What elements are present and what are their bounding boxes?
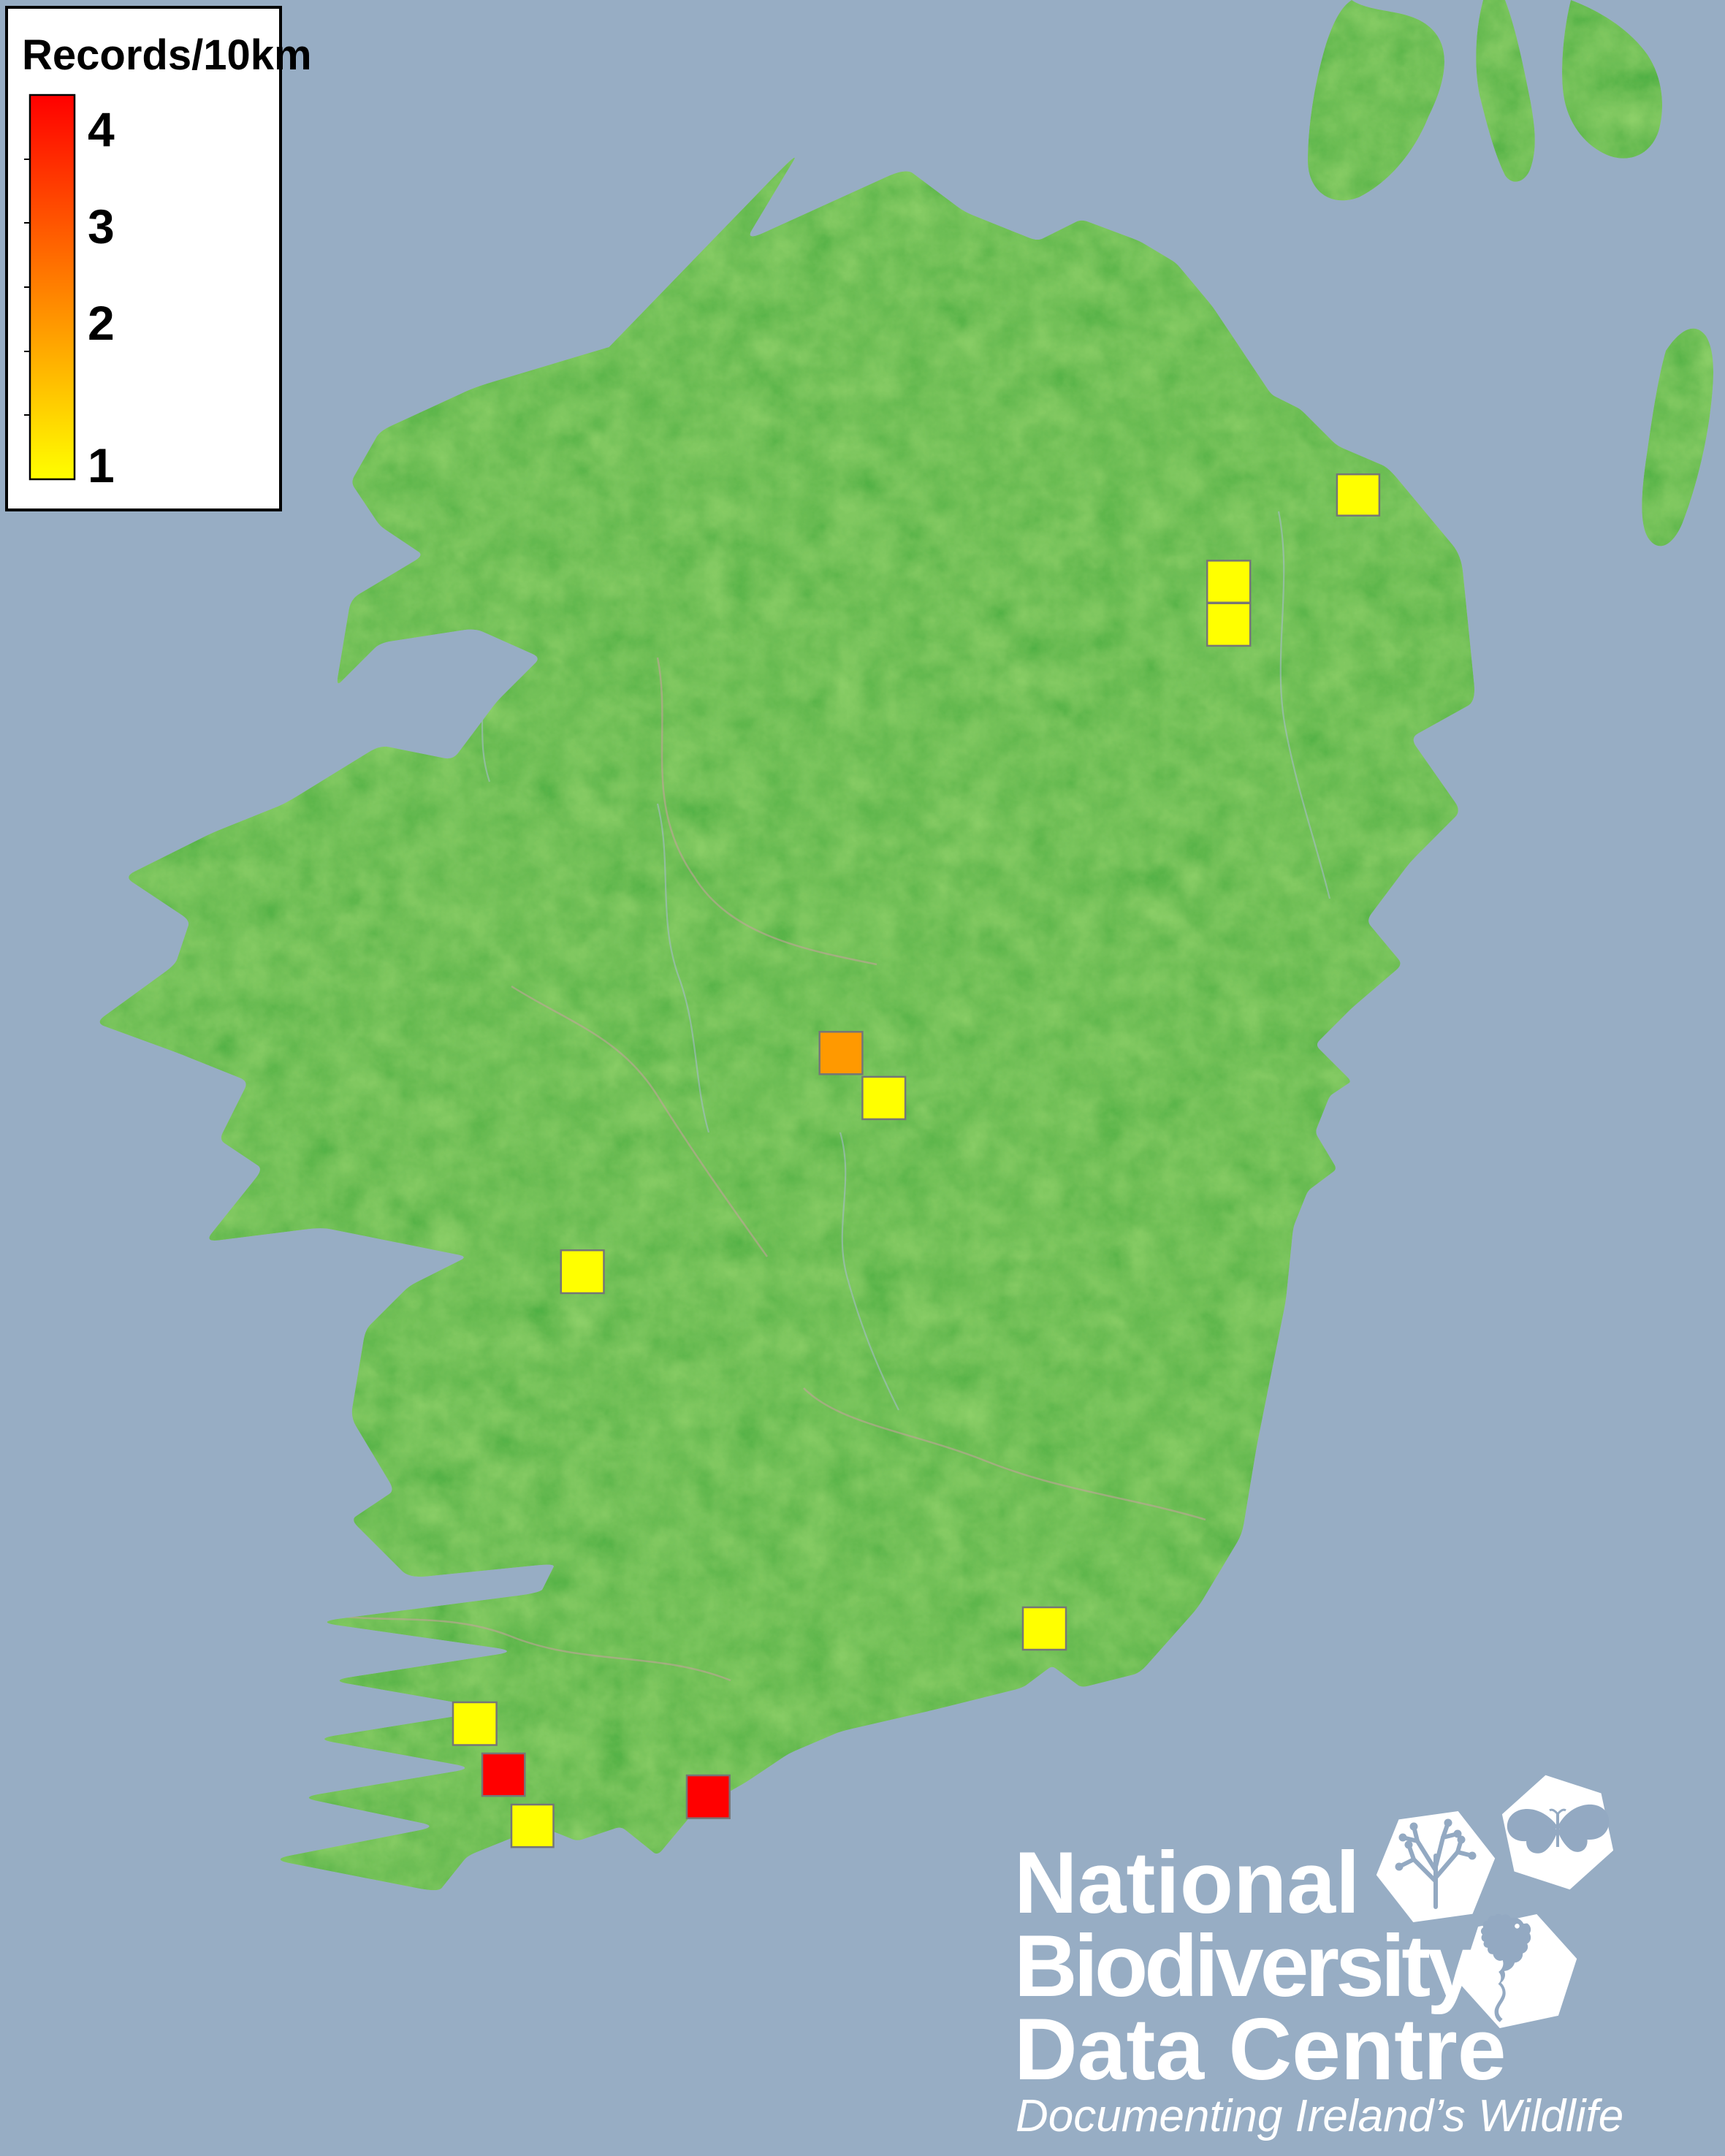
svg-text:Documenting Ireland’s Wildlife: Documenting Ireland’s Wildlife [1016, 2091, 1623, 2141]
svg-text:3: 3 [88, 199, 115, 254]
svg-text:1: 1 [88, 438, 115, 492]
svg-text:Records/10km: Records/10km [22, 31, 312, 79]
svg-text:4: 4 [88, 102, 115, 156]
svg-text:2: 2 [88, 296, 115, 350]
svg-text:Data Centre: Data Centre [1014, 2000, 1507, 2098]
